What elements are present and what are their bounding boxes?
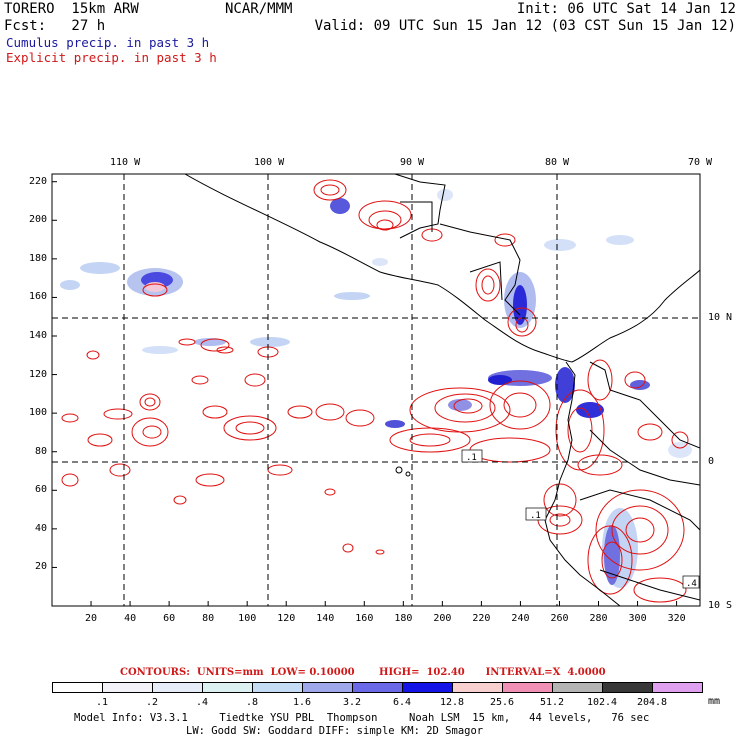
color-scale-label: 6.4 xyxy=(392,697,412,708)
y-tick-label: 120 xyxy=(29,368,48,380)
x-tick-label: 40 xyxy=(124,613,137,624)
forecast-hour: Fcst: 27 h xyxy=(4,18,106,34)
color-scale-swatch xyxy=(152,682,203,693)
x-tick-label: 300 xyxy=(628,613,647,624)
color-scale-label: .1 xyxy=(95,697,109,708)
contour-label: .1 xyxy=(466,453,477,463)
color-scale-swatch xyxy=(102,682,153,693)
lat-label-10s: 10 S xyxy=(708,600,733,611)
y-tick-label: 20 xyxy=(35,561,48,573)
x-tick-label: 200 xyxy=(433,613,452,624)
y-tick-label: 220 xyxy=(29,175,48,187)
color-scale-swatch xyxy=(402,682,453,693)
physics-info: LW: Godd SW: Goddard DIFF: simple KM: 2D… xyxy=(186,725,484,737)
lat-label-0: 0 xyxy=(708,456,715,467)
y-tick-label: 160 xyxy=(29,291,48,303)
y-tick-label: 80 xyxy=(35,445,48,457)
color-scale-swatch xyxy=(602,682,653,693)
lon-label-110w: 110 W xyxy=(110,157,141,168)
x-tick-label: 220 xyxy=(472,613,491,624)
x-tick-label: 80 xyxy=(202,613,215,624)
explicit-precip-contours xyxy=(61,179,689,603)
color-scale-label: 51.2 xyxy=(539,697,565,708)
x-tick-label: 260 xyxy=(550,613,569,624)
color-scale-label: 204.8 xyxy=(636,697,668,708)
legend-unit: mm xyxy=(708,696,721,707)
model-info: Model Info: V3.3.1 Tiedtke YSU PBL Thomp… xyxy=(74,712,650,724)
y-tick-label: 100 xyxy=(29,407,48,419)
color-scale-label: 3.2 xyxy=(342,697,362,708)
x-tick-label: 280 xyxy=(589,613,608,624)
explicit-label: Explicit precip. in past 3 h xyxy=(6,50,217,65)
color-scale-swatch xyxy=(352,682,403,693)
x-tick-label: 120 xyxy=(277,613,296,624)
color-scale-label: 12.8 xyxy=(439,697,465,708)
color-scale-label: .4 xyxy=(195,697,209,708)
valid-time: Valid: 09 UTC Sun 15 Jan 12 (03 CST Sun … xyxy=(314,18,736,34)
lon-label-100w: 100 W xyxy=(254,157,285,168)
map-frame xyxy=(51,173,701,607)
x-tick-label: 60 xyxy=(163,613,176,624)
color-scale-label: 1.6 xyxy=(292,697,312,708)
y-tick-label: 140 xyxy=(29,330,48,341)
y-tick-label: 200 xyxy=(29,214,48,226)
color-scale-swatch xyxy=(302,682,353,693)
color-scale-label: .2 xyxy=(145,697,159,708)
init-time: Init: 06 UTC Sat 14 Jan 12 xyxy=(516,1,736,17)
x-tick-label: 140 xyxy=(316,613,335,624)
coastlines xyxy=(184,174,700,606)
cumulus-precip-layer xyxy=(60,189,692,588)
x-tick-label: 160 xyxy=(355,613,374,624)
color-scale-swatch xyxy=(52,682,103,693)
contours-legend-text: CONTOURS: UNITS=mm LOW= 0.10000 HIGH= 10… xyxy=(120,667,606,678)
x-tick-label: 180 xyxy=(394,613,413,624)
x-tick-label: 240 xyxy=(511,613,530,624)
lat-label-10n: 10 N xyxy=(708,312,733,323)
contour-value-labels: .1 .1 .4 xyxy=(461,449,700,589)
y-tick-label: 180 xyxy=(29,252,48,264)
x-tick-label: 100 xyxy=(238,613,257,624)
lon-label-80w: 80 W xyxy=(545,157,570,168)
lon-label-70w: 70 W xyxy=(688,157,713,168)
color-scale-swatch xyxy=(452,682,503,693)
x-tick-label: 320 xyxy=(667,613,686,624)
color-scale-swatch xyxy=(652,682,703,693)
color-scale-label: 25.6 xyxy=(489,697,515,708)
contour-label: .1 xyxy=(530,511,541,521)
x-tick-label: 20 xyxy=(85,613,98,624)
y-tick-label: 60 xyxy=(35,484,48,496)
y-tick-label: 40 xyxy=(35,522,48,534)
contour-label: .4 xyxy=(686,579,697,589)
cumulus-label: Cumulus precip. in past 3 h xyxy=(6,35,210,50)
model-title: TORERO 15km ARW xyxy=(4,1,139,17)
latlon-grid xyxy=(52,174,700,606)
color-scale-swatch xyxy=(252,682,303,693)
color-scale-swatch xyxy=(502,682,553,693)
color-scale-swatch xyxy=(552,682,603,693)
center-name: NCAR/MMM xyxy=(225,1,293,17)
lon-label-90w: 90 W xyxy=(400,157,425,168)
color-scale-label: .8 xyxy=(245,697,259,708)
color-scale-swatch xyxy=(202,682,253,693)
color-scale-label: 102.4 xyxy=(586,697,618,708)
